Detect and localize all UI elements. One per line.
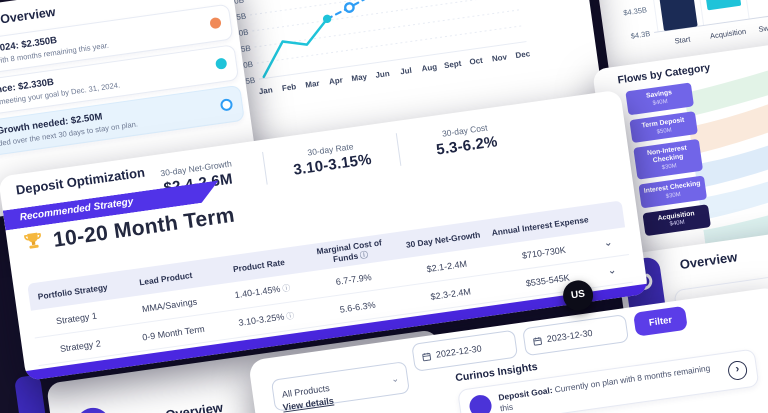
insight-avatar [468,393,493,413]
svg-text:Mar: Mar [305,79,320,90]
svg-text:Start: Start [674,34,692,45]
balance-line-chart: $2.350B$2.345B$2.340B$2.335B$2.330B$2.32… [214,0,531,96]
svg-text:Jan: Jan [258,85,273,96]
curinos-logo [73,405,113,413]
sankey-ribbons [684,56,768,254]
end-date-input[interactable]: 2023-12-30 [522,314,630,357]
svg-text:Sept: Sept [444,59,463,70]
blue-outline-dot-icon [219,98,234,112]
svg-text:Switch In: Switch In [758,21,768,34]
svg-text:Acquisition: Acquisition [709,27,746,41]
insight-lead: Deposit Goal: [497,385,554,403]
filter-button[interactable]: Filter [633,305,688,337]
info-icon[interactable]: ⓘ [281,283,291,294]
calendar-icon [422,352,432,361]
expand-row-icon[interactable]: ⌄ [607,264,617,277]
flows-panel: Flows by Category Savings $40M Term Depo… [592,34,768,276]
svg-text:Dec: Dec [515,49,531,60]
chevron-right-icon[interactable]: › [726,359,749,381]
teal-dot-icon [215,57,228,70]
info-icon[interactable]: ⓘ [285,311,295,322]
svg-text:$4.35B: $4.35B [623,5,648,17]
svg-text:Jun: Jun [375,69,390,80]
metric-cost: 30-day Cost 5.3-6.2% [396,114,536,166]
chevron-down-icon: ⌄ [390,372,400,384]
svg-text:Feb: Feb [281,82,296,93]
svg-text:Apr: Apr [328,76,343,87]
node-non-interest-checking: Non-Interest Checking $30M [633,139,704,180]
secondary-overview-title: Overview [164,399,224,413]
svg-text:Jul: Jul [400,66,413,77]
info-icon[interactable]: ⓘ [359,250,369,261]
node-acquisition: Acquisition $40M [642,203,712,237]
node-savings: Savings $40M [625,82,694,116]
orange-dot-icon [209,16,222,30]
optimization-panel: Deposit Optimization 30-day Net-Growth $… [0,89,649,381]
overview-title: Overview [678,249,739,273]
svg-text:May: May [351,72,368,83]
start-date-input[interactable]: 2022-12-30 [411,329,519,372]
node-term-deposit: Term Deposit $50M [629,110,698,144]
svg-text:Aug: Aug [421,62,438,73]
calendar-icon [533,336,542,346]
metric-rate: 30-day Rate 3.10-3.15% [261,133,401,185]
node-interest-checking: Interest Checking $30M [638,175,708,209]
expand-row-icon[interactable]: ⌄ [603,237,614,250]
svg-text:$4.3B: $4.3B [630,29,651,41]
svg-text:Oct: Oct [469,56,484,67]
svg-text:Nov: Nov [491,52,508,63]
filter-bar-panel: All Products ⌄ 2022-12-30 2023-12-30 Fil… [248,278,768,413]
trophy-icon [22,229,45,257]
